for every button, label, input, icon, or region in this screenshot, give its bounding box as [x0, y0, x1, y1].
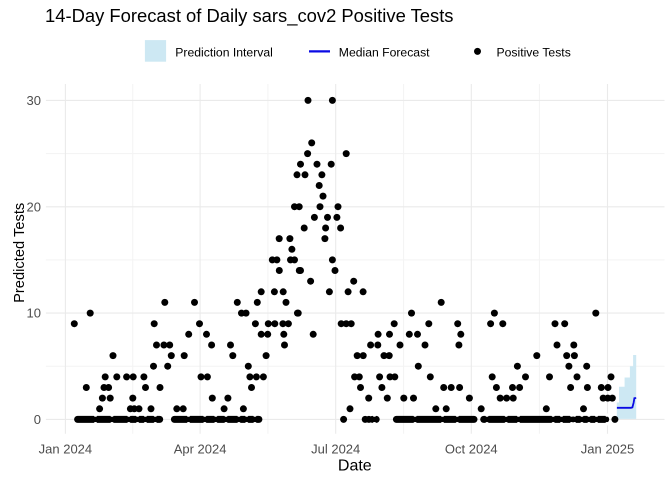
svg-text:Date: Date [338, 458, 372, 475]
svg-text:20: 20 [27, 199, 41, 214]
svg-text:Positive Tests: Positive Tests [497, 45, 571, 59]
svg-text:30: 30 [27, 93, 41, 108]
svg-text:10: 10 [27, 306, 41, 321]
svg-text:14-Day Forecast of Daily sars_: 14-Day Forecast of Daily sars_cov2 Posit… [45, 5, 454, 27]
svg-text:Median Forecast: Median Forecast [339, 45, 430, 59]
svg-text:Apr 2024: Apr 2024 [174, 442, 227, 457]
svg-text:Prediction Interval: Prediction Interval [175, 45, 273, 59]
svg-text:Oct 2024: Oct 2024 [445, 442, 498, 457]
svg-text:Predicted Tests: Predicted Tests [12, 203, 28, 303]
svg-text:Jul 2024: Jul 2024 [311, 442, 360, 457]
svg-text:Jan 2025: Jan 2025 [581, 442, 635, 457]
svg-text:0: 0 [34, 412, 41, 427]
svg-text:Jan 2024: Jan 2024 [39, 442, 93, 457]
